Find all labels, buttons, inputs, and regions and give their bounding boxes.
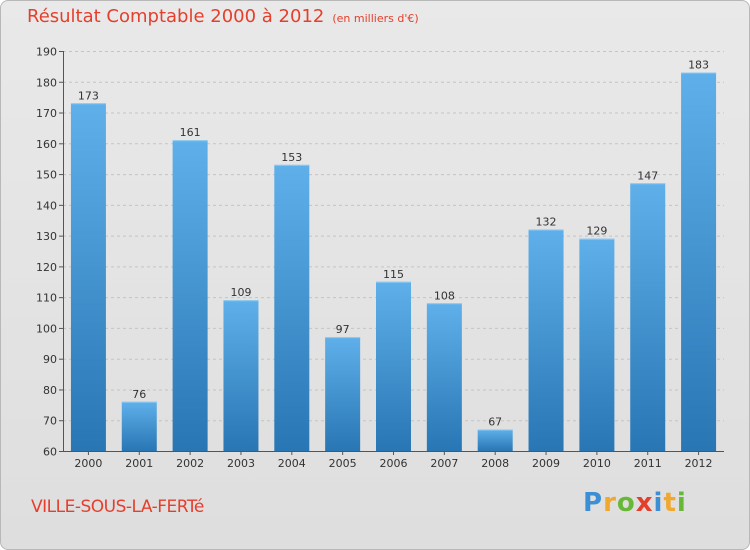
logo-letter: x xyxy=(635,488,654,518)
x-tick-label-2005: 2005 xyxy=(329,457,357,470)
bar-2011 xyxy=(630,183,666,452)
y-tick-label: 150 xyxy=(36,169,57,182)
y-tick-label: 60 xyxy=(43,446,57,459)
value-label-2003: 109 xyxy=(230,286,251,299)
logo-letter: i xyxy=(653,488,664,518)
logo-letter: t xyxy=(663,488,677,518)
chart-title: Résultat Comptable 2000 à 2012 (en millie… xyxy=(27,6,419,27)
bar-2007 xyxy=(426,303,462,451)
x-tick-label-2001: 2001 xyxy=(125,457,153,470)
logo-letter: P xyxy=(583,488,604,518)
data-labels: 173 76 161 109 153 97 115 108 67 132 129 147 183 xyxy=(78,59,709,429)
chart-subtitle: (en milliers d'€) xyxy=(332,12,419,25)
bar-2003 xyxy=(223,300,259,451)
commune-name: VILLE-SOUS-LA-FERTé xyxy=(31,497,204,517)
value-label-2009: 132 xyxy=(536,215,557,228)
y-tick-label: 80 xyxy=(43,384,57,397)
bars xyxy=(70,72,717,452)
y-tick-label: 130 xyxy=(36,230,57,243)
x-tick-label-2012: 2012 xyxy=(685,457,713,470)
x-tick-label-2007: 2007 xyxy=(430,457,458,470)
bar-2006 xyxy=(376,281,411,451)
x-tick-label-2009: 2009 xyxy=(532,457,560,470)
value-label-2000: 173 xyxy=(78,89,99,102)
bar-2012 xyxy=(681,72,717,452)
axes: 60 70 80 90 100 110 120 130 140 150 160 170 180 190 20… xyxy=(36,46,724,470)
value-label-2008: 67 xyxy=(488,415,502,428)
bar-2001 xyxy=(121,401,157,451)
logo-letter: i xyxy=(676,488,687,518)
logo-letter: r xyxy=(603,488,617,518)
x-tick-label-2008: 2008 xyxy=(481,457,509,470)
x-tick-label-2011: 2011 xyxy=(634,457,662,470)
bar-2004 xyxy=(274,164,310,451)
value-label-2005: 97 xyxy=(336,323,350,336)
y-tick-label: 90 xyxy=(43,353,57,366)
x-tick-label-2006: 2006 xyxy=(380,457,408,470)
x-tick-label-2010: 2010 xyxy=(583,457,611,470)
proxiti-logo: Proxiti xyxy=(583,488,687,518)
y-tick-label: 190 xyxy=(36,46,57,59)
bar-2005 xyxy=(325,337,361,451)
x-tick-label-2003: 2003 xyxy=(227,457,255,470)
x-tick-label-2000: 2000 xyxy=(74,457,102,470)
value-label-2012: 183 xyxy=(688,59,709,72)
value-label-2002: 161 xyxy=(180,126,201,139)
y-tick-label: 100 xyxy=(36,322,57,335)
value-label-2006: 115 xyxy=(383,268,404,281)
y-tick-label: 120 xyxy=(36,261,57,274)
x-tick-label-2004: 2004 xyxy=(278,457,306,470)
bar-2009 xyxy=(528,229,564,451)
y-tick-label: 180 xyxy=(36,76,57,89)
y-tick-label: 160 xyxy=(36,138,57,151)
logo-letter: o xyxy=(616,488,636,518)
x-tick-label-2002: 2002 xyxy=(176,457,204,470)
bar-2008 xyxy=(477,429,513,451)
bar-2000 xyxy=(70,103,106,452)
bar-2010 xyxy=(579,238,615,451)
y-tick-label: 170 xyxy=(36,107,57,120)
chart-title-text: Résultat Comptable 2000 à 2012 xyxy=(27,6,325,27)
bar-2002 xyxy=(172,140,208,451)
value-label-2011: 147 xyxy=(637,169,658,182)
y-tick-label: 140 xyxy=(36,199,57,212)
value-label-2004: 153 xyxy=(281,151,302,164)
y-tick-label: 110 xyxy=(36,292,57,305)
value-label-2010: 129 xyxy=(586,225,607,238)
value-label-2001: 76 xyxy=(132,388,146,401)
value-label-2007: 108 xyxy=(434,289,455,302)
y-tick-label: 70 xyxy=(43,415,57,428)
